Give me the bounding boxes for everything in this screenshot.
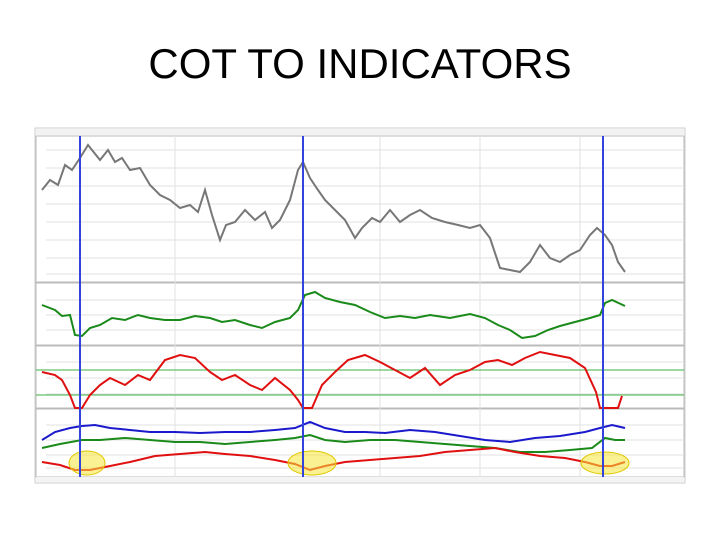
- slide-title: COT TO INDICATORS: [148, 40, 572, 87]
- time-axis: [36, 477, 684, 482]
- highlight: [68, 450, 106, 476]
- commercials-net-line: [41, 420, 626, 444]
- grid: [46, 136, 684, 477]
- small-traders-line: [41, 290, 626, 340]
- toolbar: [36, 129, 684, 135]
- commercials-index-panel: [35, 345, 685, 409]
- small-traders-panel: [35, 282, 685, 346]
- large-specs-net-line: [41, 433, 625, 453]
- price-panel: [35, 135, 685, 283]
- highlight: [580, 451, 630, 475]
- price-line: [41, 143, 626, 274]
- highlight: [287, 450, 337, 476]
- commercials-index-line: [41, 350, 623, 409]
